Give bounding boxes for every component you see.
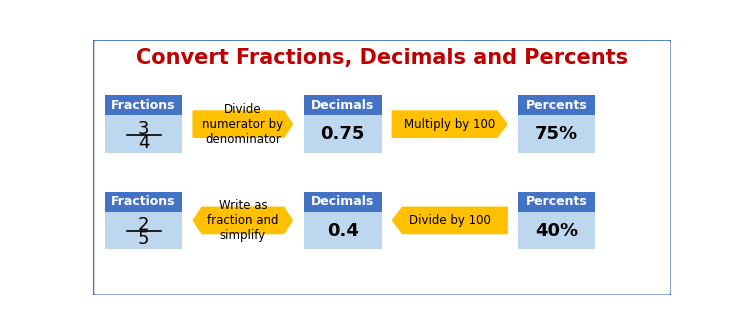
Text: 40%: 40% — [535, 221, 578, 239]
FancyBboxPatch shape — [518, 192, 595, 212]
FancyBboxPatch shape — [93, 40, 671, 295]
Text: Divide
numerator by
denominator: Divide numerator by denominator — [202, 103, 283, 146]
Polygon shape — [192, 110, 293, 138]
Text: 5: 5 — [138, 230, 149, 248]
Polygon shape — [192, 207, 293, 234]
FancyBboxPatch shape — [518, 116, 595, 153]
FancyBboxPatch shape — [105, 192, 182, 212]
Text: Percents: Percents — [526, 99, 588, 112]
Text: 75%: 75% — [535, 125, 578, 143]
FancyBboxPatch shape — [304, 116, 381, 153]
Polygon shape — [392, 207, 508, 234]
Text: 0.75: 0.75 — [321, 125, 365, 143]
Polygon shape — [392, 110, 508, 138]
Text: 2: 2 — [138, 216, 149, 234]
Text: Fractions: Fractions — [111, 99, 176, 112]
Text: Multiply by 100: Multiply by 100 — [404, 118, 495, 131]
FancyBboxPatch shape — [518, 212, 595, 249]
FancyBboxPatch shape — [304, 192, 381, 212]
FancyBboxPatch shape — [304, 95, 381, 116]
Text: Fractions: Fractions — [111, 195, 176, 208]
Text: Percents: Percents — [526, 195, 588, 208]
Text: 0.4: 0.4 — [327, 221, 359, 239]
FancyBboxPatch shape — [105, 212, 182, 249]
Text: 4: 4 — [138, 133, 149, 151]
Text: Convert Fractions, Decimals and Percents: Convert Fractions, Decimals and Percents — [137, 48, 628, 68]
FancyBboxPatch shape — [304, 212, 381, 249]
Text: Write as
fraction and
simplify: Write as fraction and simplify — [207, 199, 278, 242]
FancyBboxPatch shape — [518, 95, 595, 116]
FancyBboxPatch shape — [105, 116, 182, 153]
FancyBboxPatch shape — [105, 95, 182, 116]
Text: Decimals: Decimals — [311, 99, 374, 112]
Text: Divide by 100: Divide by 100 — [409, 214, 491, 227]
Text: 3: 3 — [138, 120, 149, 138]
Text: Decimals: Decimals — [311, 195, 374, 208]
